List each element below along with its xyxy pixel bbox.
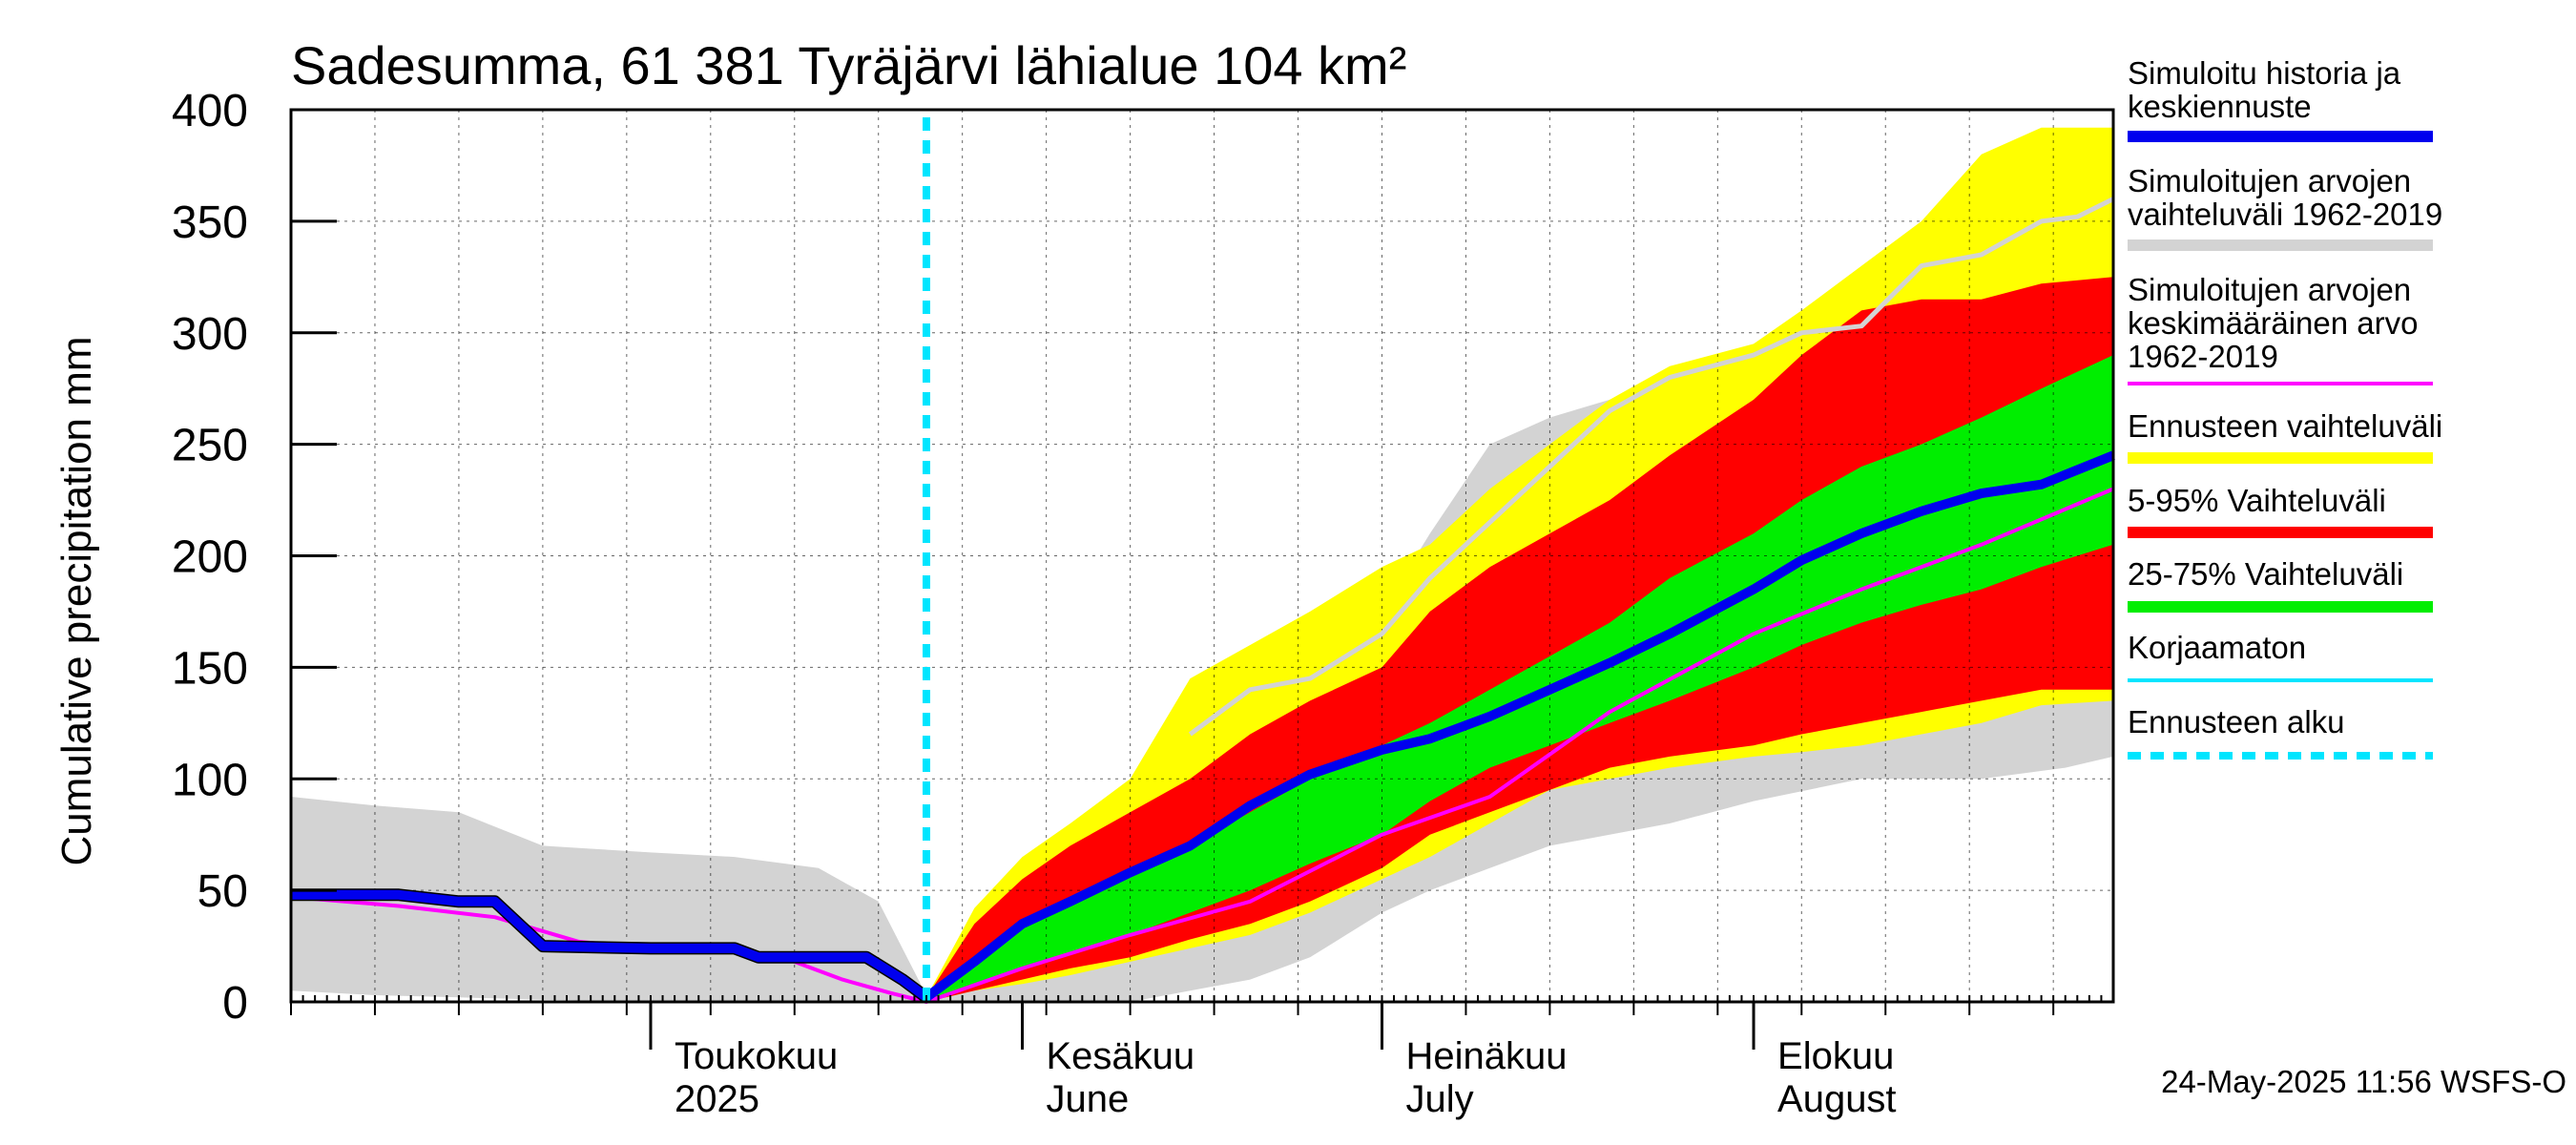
y-tick-label: 400 bbox=[172, 86, 248, 136]
footer-timestamp: 24-May-2025 11:56 WSFS-O bbox=[2161, 1064, 2566, 1099]
legend-label: Korjaamaton bbox=[2128, 630, 2306, 665]
x-month-label: Kesäkuu bbox=[1047, 1035, 1195, 1077]
bands-layer bbox=[291, 127, 2113, 1003]
y-tick-label: 250 bbox=[172, 421, 248, 471]
legend-label: vaihteluväli 1962-2019 bbox=[2128, 197, 2442, 232]
legend-label: Simuloitujen arvojen bbox=[2128, 272, 2411, 307]
lines-layer bbox=[290, 117, 2115, 1004]
band-p25-75 bbox=[926, 355, 2113, 1003]
x-month-sublabel: 2025 bbox=[675, 1078, 759, 1120]
y-ticks: 0 50 100 150 200 250 300 350 400 bbox=[172, 86, 337, 1029]
legend-label: 1962-2019 bbox=[2128, 339, 2278, 374]
y-tick-label: 150 bbox=[172, 643, 248, 694]
y-tick-label: 350 bbox=[172, 198, 248, 248]
legend-label: Ennusteen alku bbox=[2128, 704, 2345, 739]
legend-label: Simuloitujen arvojen bbox=[2128, 163, 2411, 198]
legend-label: 25-75% Vaihteluväli bbox=[2128, 556, 2403, 592]
legend-label: Simuloitu historia ja bbox=[2128, 55, 2401, 91]
x-month-sublabel: August bbox=[1777, 1078, 1897, 1120]
y-tick-label: 100 bbox=[172, 755, 248, 805]
x-month-label: Toukokuu bbox=[675, 1035, 838, 1077]
y-axis-label: Cumulative precipitation mm bbox=[53, 336, 100, 865]
series-hist-upper-line bbox=[1188, 197, 2115, 737]
y-tick-label: 50 bbox=[197, 866, 248, 917]
x-month-label: Heinäkuu bbox=[1405, 1035, 1567, 1077]
legend-label: keskimääräinen arvo bbox=[2128, 305, 2418, 341]
x-month-label: Elokuu bbox=[1777, 1035, 1894, 1077]
x-month-sublabel: July bbox=[1405, 1078, 1473, 1120]
y-tick-label: 300 bbox=[172, 309, 248, 360]
x-month-sublabel: June bbox=[1047, 1078, 1130, 1120]
legend-label: keskiennuste bbox=[2128, 89, 2312, 124]
chart-title: Sadesumma, 61 381 Tyräjärvi lähialue 104… bbox=[291, 35, 1406, 95]
legend-label: 5-95% Vaihteluväli bbox=[2128, 483, 2386, 518]
series-simulated bbox=[291, 450, 2115, 1003]
legend-label: Ennusteen vaihteluväli bbox=[2128, 408, 2442, 444]
y-tick-label: 200 bbox=[172, 532, 248, 583]
y-tick-label: 0 bbox=[222, 978, 248, 1029]
